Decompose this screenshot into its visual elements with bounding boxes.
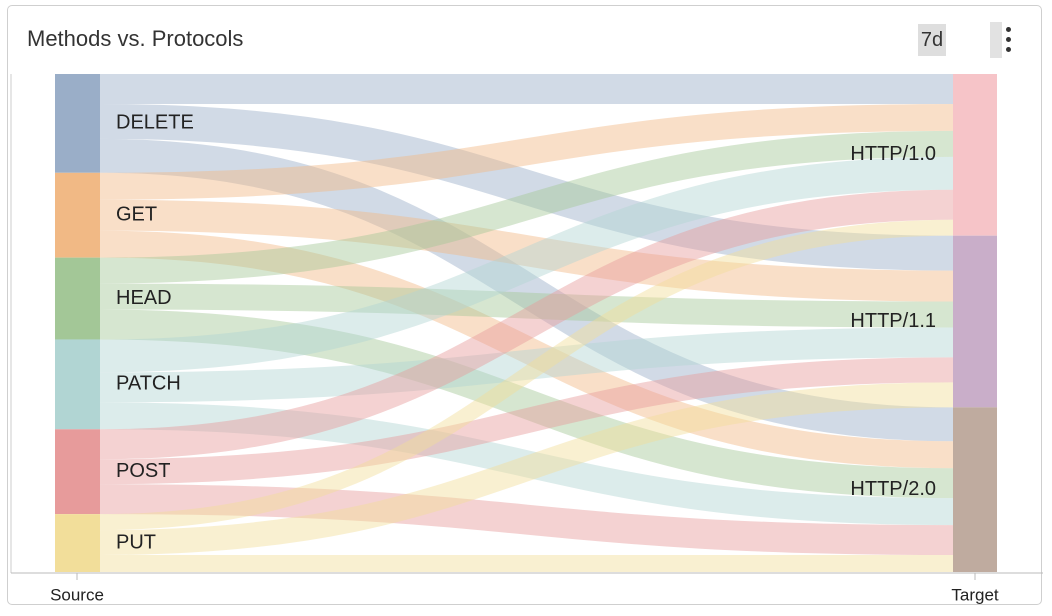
target-label: HTTP/2.0: [850, 478, 936, 500]
target-label: HTTP/1.0: [850, 143, 936, 165]
dot: [1006, 27, 1011, 32]
source-label: DELETE: [116, 112, 194, 134]
link: [99, 327, 954, 403]
range-button[interactable]: 7d: [918, 24, 946, 56]
target-axis-label: Target: [951, 585, 999, 604]
source-node: [55, 429, 100, 515]
source-node: [55, 339, 100, 430]
source-label: PATCH: [116, 373, 181, 395]
source-label: POST: [116, 460, 170, 482]
chart-title: Methods vs. Protocols: [27, 26, 244, 51]
link: [99, 283, 954, 328]
link: [99, 402, 954, 526]
dot: [1006, 37, 1011, 42]
target-label: HTTP/1.1: [850, 310, 936, 332]
link: [99, 103, 954, 200]
link: [99, 382, 954, 556]
link: [99, 103, 954, 271]
source-axis-label: Source: [50, 585, 104, 604]
card: [7, 5, 1042, 605]
dot: [1006, 47, 1011, 52]
menu-button[interactable]: [990, 22, 1011, 58]
source-label: PUT: [116, 531, 156, 553]
source-node: [55, 514, 100, 572]
link: [99, 309, 954, 499]
target-node: [953, 235, 997, 408]
link: [99, 357, 954, 485]
link: [99, 156, 954, 373]
link: [99, 199, 954, 302]
link: [99, 230, 954, 469]
link: [99, 130, 954, 284]
source-label: HEAD: [116, 287, 172, 309]
source-node: [55, 257, 100, 340]
source-node: [55, 172, 100, 258]
link: [99, 219, 954, 531]
link: [99, 484, 954, 556]
source-label: GET: [116, 203, 157, 225]
link: [99, 189, 954, 460]
target-node: [953, 74, 997, 236]
link: [99, 138, 954, 442]
target-node: [953, 407, 997, 572]
source-node: [55, 74, 100, 173]
